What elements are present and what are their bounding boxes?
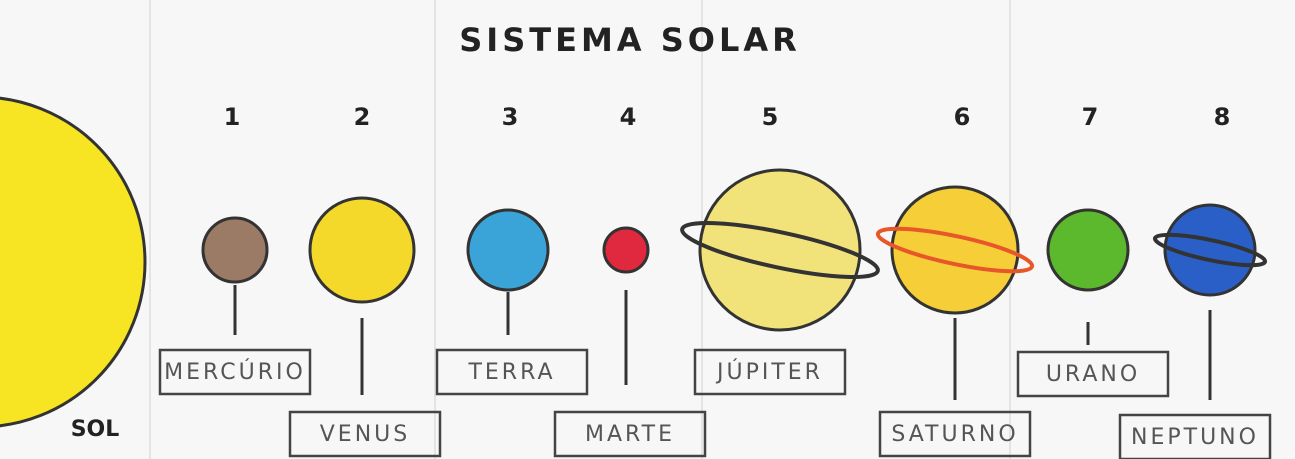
planet-number: 2 [354, 103, 371, 131]
planet-number: 8 [1214, 103, 1231, 131]
planet [892, 187, 1018, 313]
planet-name: TERRA [467, 360, 555, 385]
planet-name: VENUS [320, 422, 410, 447]
planet-number: 4 [620, 103, 637, 131]
planet-name: MERCÚRIO [164, 359, 306, 385]
title: SISTEMA SOLAR [459, 21, 800, 59]
planet [700, 170, 860, 330]
planet-name: SATURNO [891, 422, 1018, 447]
planet-number: 7 [1082, 103, 1099, 131]
planet [468, 210, 548, 290]
drawing: SOL SISTEMA SOLAR 1 MERCÚRIO 2 VENUS 3 TERRA 4… [0, 0, 1295, 459]
planet [310, 198, 414, 302]
planet-name: URANO [1046, 362, 1140, 387]
planet-name: JÚPITER [715, 359, 823, 385]
planet [1048, 210, 1128, 290]
planet-number: 1 [224, 103, 241, 131]
planet-name: MARTE [585, 422, 675, 447]
planet-number: 5 [762, 103, 779, 131]
sun-label: SOL [71, 417, 120, 442]
planet-number: 3 [502, 103, 519, 131]
planet [203, 218, 267, 282]
planet-number: 6 [954, 103, 971, 131]
planet-name: NEPTUNO [1131, 425, 1259, 450]
planet [604, 228, 648, 272]
